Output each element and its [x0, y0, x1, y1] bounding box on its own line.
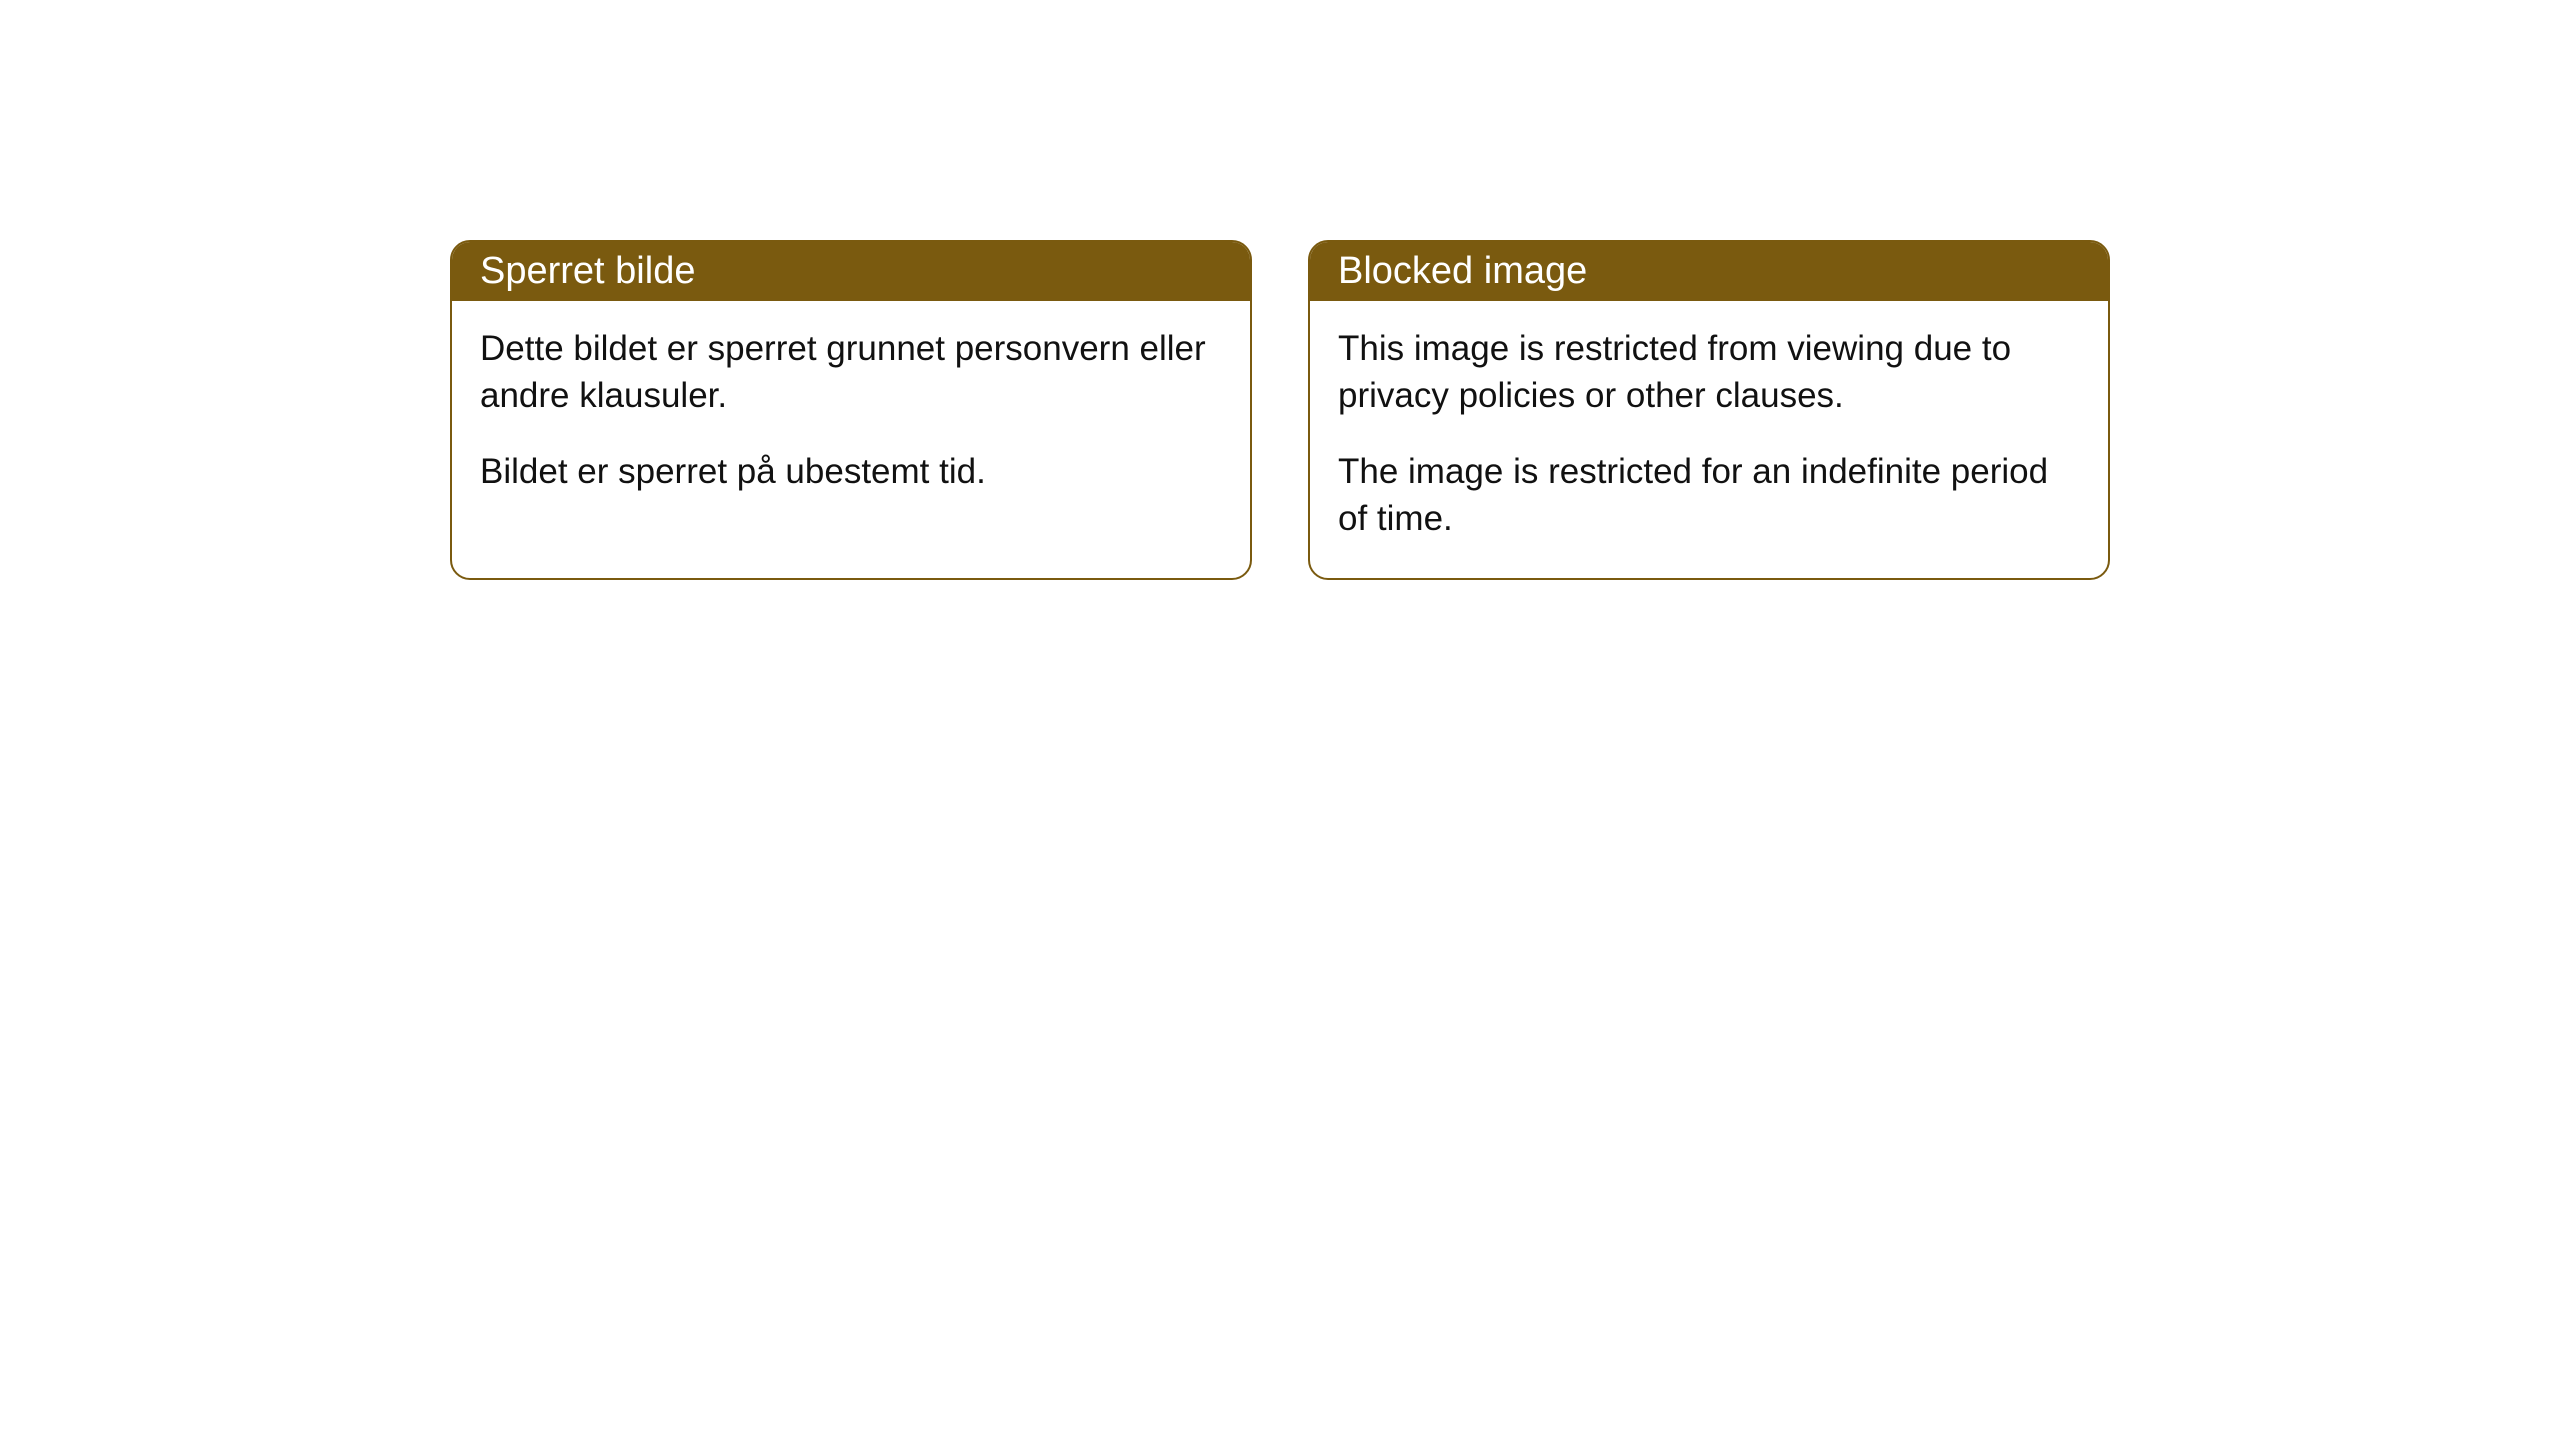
card-paragraph: Dette bildet er sperret grunnet personve…: [480, 325, 1222, 420]
card-paragraph: Bildet er sperret på ubestemt tid.: [480, 448, 1222, 495]
cards-container: Sperret bilde Dette bildet er sperret gr…: [450, 240, 2110, 580]
card-title: Blocked image: [1338, 250, 1587, 292]
card-title: Sperret bilde: [480, 250, 695, 292]
card-header: Blocked image: [1310, 242, 2108, 301]
card-body: This image is restricted from viewing du…: [1310, 301, 2108, 578]
info-card-norwegian: Sperret bilde Dette bildet er sperret gr…: [450, 240, 1252, 580]
card-paragraph: This image is restricted from viewing du…: [1338, 325, 2080, 420]
card-body: Dette bildet er sperret grunnet personve…: [452, 301, 1250, 531]
info-card-english: Blocked image This image is restricted f…: [1308, 240, 2110, 580]
card-header: Sperret bilde: [452, 242, 1250, 301]
card-paragraph: The image is restricted for an indefinit…: [1338, 448, 2080, 543]
